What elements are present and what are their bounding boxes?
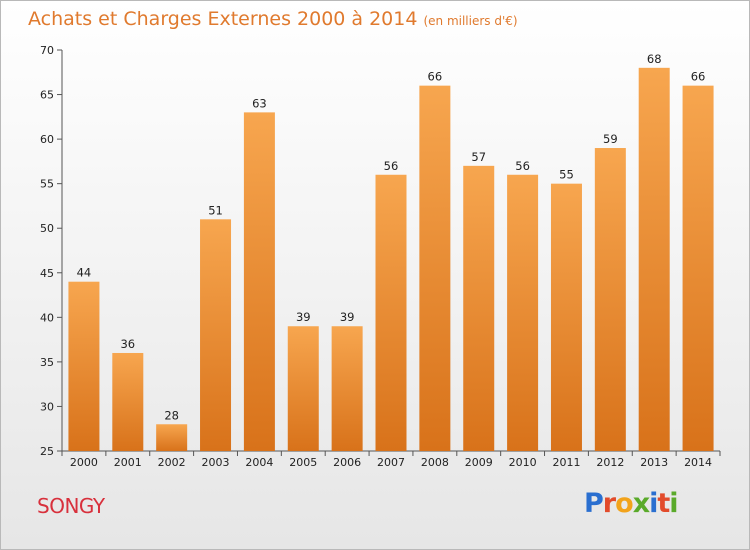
- data-label-2005: 39: [296, 310, 311, 324]
- data-label-2001: 36: [120, 337, 135, 351]
- x-tick-label-2006: 2006: [333, 456, 361, 469]
- data-label-2009: 57: [471, 150, 486, 164]
- bar-2001: [112, 352, 144, 451]
- x-tick-label-2014: 2014: [684, 456, 712, 469]
- x-tick-label-2001: 2001: [114, 456, 142, 469]
- bar-2002: [156, 424, 188, 451]
- y-tick-label: 35: [40, 356, 54, 369]
- proxiti-logo: Proxiti: [584, 488, 694, 522]
- y-tick-label: 40: [40, 311, 54, 324]
- chart-subtitle: (en milliers d'€): [423, 14, 518, 28]
- x-tick-label-2012: 2012: [596, 456, 624, 469]
- bar-2006: [331, 326, 363, 451]
- x-tick-label-2007: 2007: [377, 456, 405, 469]
- data-label-2008: 66: [428, 70, 443, 84]
- chart-title-text: Achats et Charges Externes 2000 à 2014: [28, 8, 418, 30]
- y-tick-label: 50: [40, 222, 54, 235]
- x-tick-label-2009: 2009: [465, 456, 493, 469]
- data-label-2010: 56: [515, 159, 530, 173]
- logo-letter: t: [657, 488, 670, 519]
- bar-2009: [463, 165, 495, 451]
- data-label-2006: 39: [340, 310, 355, 324]
- data-label-2002: 28: [164, 408, 179, 422]
- data-label-2000: 44: [77, 266, 92, 280]
- bar-2010: [507, 174, 539, 451]
- data-label-2004: 63: [252, 96, 267, 110]
- bar-2012: [594, 148, 626, 451]
- x-tick-label-2008: 2008: [421, 456, 449, 469]
- chart-title: Achats et Charges Externes 2000 à 2014 (e…: [28, 8, 518, 30]
- bar-2014: [682, 85, 714, 452]
- bar-2004: [243, 112, 275, 451]
- bar-2013: [638, 67, 670, 452]
- logo-letter: r: [602, 488, 616, 519]
- x-tick-label-2004: 2004: [245, 456, 273, 469]
- bar-2003: [200, 219, 232, 451]
- logo-letter: o: [615, 488, 634, 519]
- y-tick-label: 45: [40, 267, 54, 280]
- y-tick-label: 70: [40, 44, 54, 57]
- x-tick-label-2003: 2003: [202, 456, 230, 469]
- y-tick-label: 55: [40, 178, 54, 191]
- data-label-2012: 59: [603, 132, 618, 146]
- logo-letter: x: [632, 488, 650, 519]
- location-name: SONGY: [37, 494, 105, 518]
- x-tick-label-2002: 2002: [158, 456, 186, 469]
- y-tick-label: 25: [40, 445, 54, 458]
- data-label-2011: 55: [559, 168, 574, 182]
- x-tick-label-2000: 2000: [70, 456, 98, 469]
- data-label-2007: 56: [384, 159, 399, 173]
- data-label-2014: 66: [691, 70, 706, 84]
- logo-letter: P: [584, 488, 604, 519]
- bar-2000: [68, 281, 100, 451]
- x-tick-label-2010: 2010: [509, 456, 537, 469]
- x-tick-label-2011: 2011: [552, 456, 580, 469]
- y-tick-label: 60: [40, 133, 54, 146]
- x-tick-label-2013: 2013: [640, 456, 668, 469]
- y-tick-label: 65: [40, 89, 54, 102]
- logo-letter: i: [649, 488, 658, 519]
- data-label-2003: 51: [208, 203, 223, 217]
- bar-2008: [419, 85, 451, 452]
- bar-2007: [375, 174, 407, 451]
- logo-letter: i: [669, 488, 678, 519]
- data-label-2013: 68: [647, 52, 662, 66]
- bar-2011: [550, 183, 582, 451]
- bar-2005: [287, 326, 319, 451]
- y-tick-label: 30: [40, 400, 54, 413]
- x-tick-label-2005: 2005: [289, 456, 317, 469]
